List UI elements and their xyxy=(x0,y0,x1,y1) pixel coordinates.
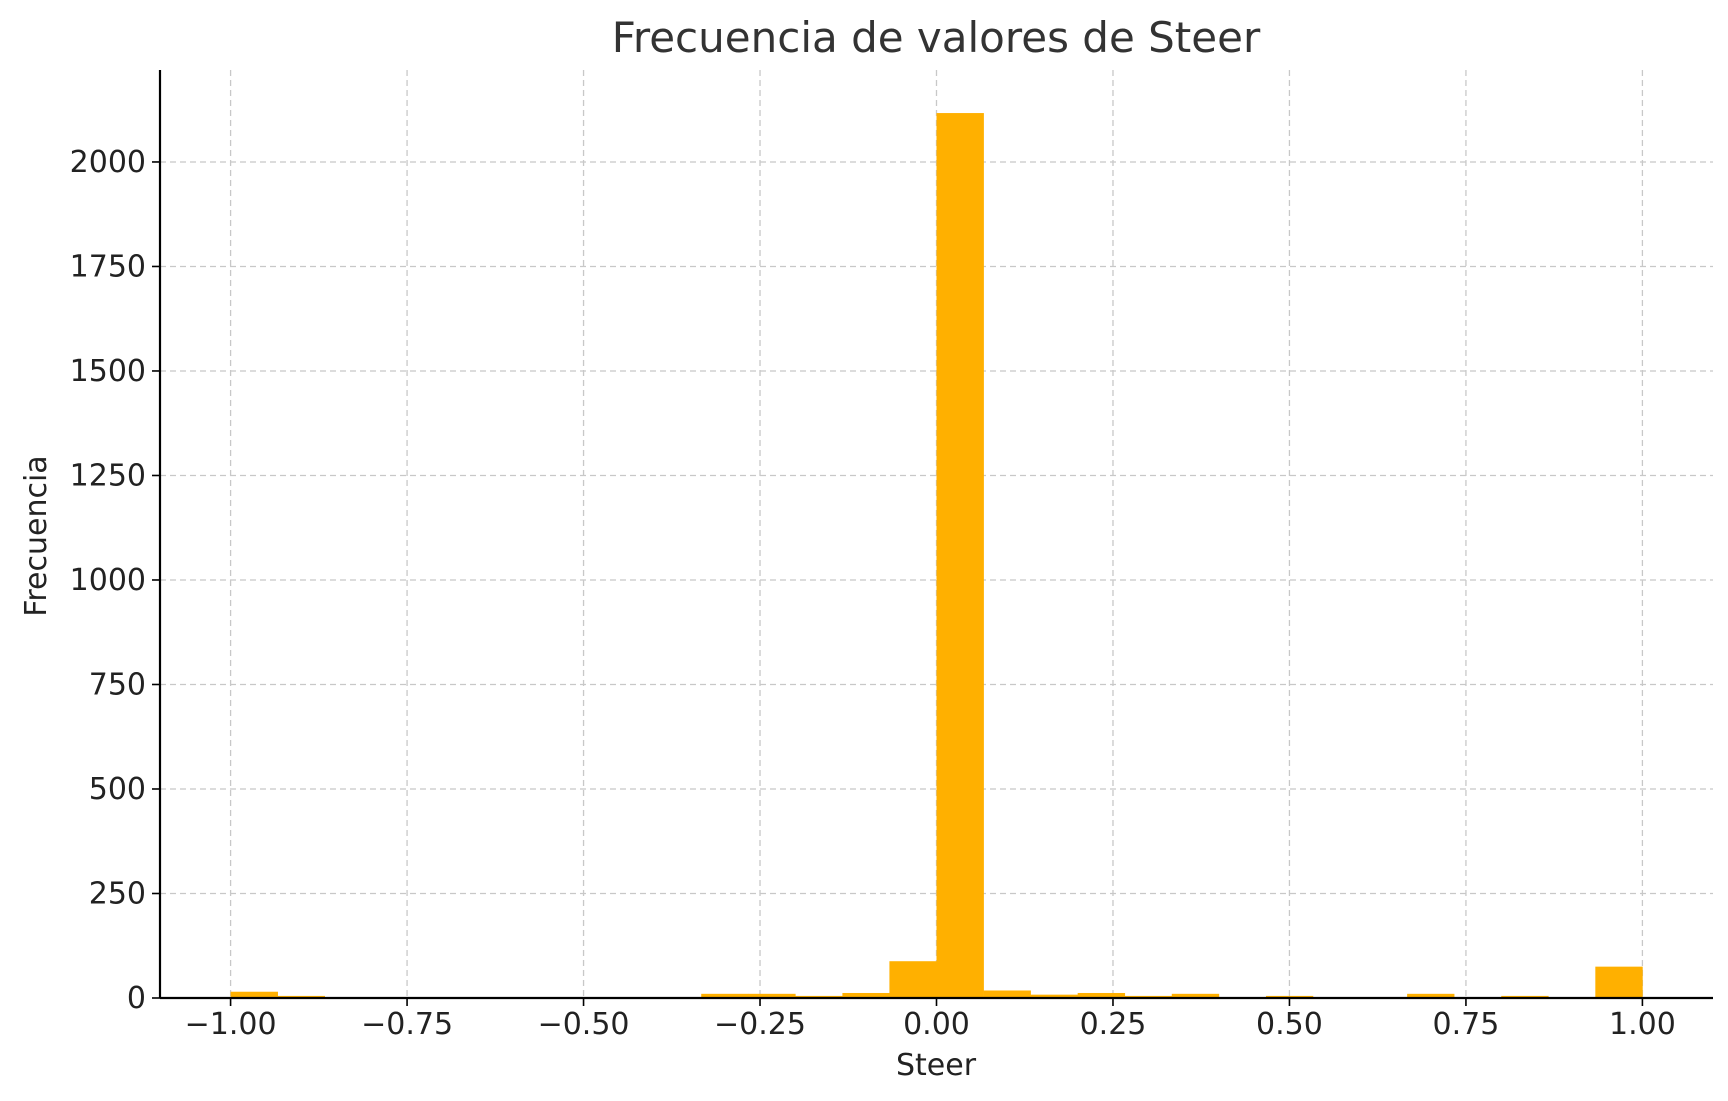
x-tick-label-0: −1.00 xyxy=(185,1007,277,1042)
x-tick-label-1: −0.75 xyxy=(361,1007,453,1042)
y-tick-label-3: 750 xyxy=(89,667,146,702)
y-ticks: 0 250 500 750 1000 1250 1500 1750 2000 xyxy=(70,145,160,1016)
y-tick-label-8: 2000 xyxy=(70,145,146,180)
y-axis-label: Frecuencia xyxy=(19,455,54,616)
histogram-bar-10 xyxy=(701,993,749,998)
x-axis-label: Steer xyxy=(896,1048,977,1083)
x-tick-label-6: 0.50 xyxy=(1256,1007,1323,1042)
y-tick-label-5: 1250 xyxy=(70,458,146,493)
histogram-bar-0 xyxy=(230,991,278,998)
histogram-bar-13 xyxy=(842,992,890,998)
y-tick-label-7: 1750 xyxy=(70,249,146,284)
histogram-bar-29 xyxy=(1595,966,1643,998)
y-tick-label-1: 250 xyxy=(89,876,146,911)
histogram-bar-11 xyxy=(748,993,796,998)
y-tick-label-0: 0 xyxy=(127,981,146,1016)
x-tick-label-2: −0.50 xyxy=(538,1007,630,1042)
x-tick-label-5: 0.25 xyxy=(1080,1007,1147,1042)
x-tick-label-4: 0.00 xyxy=(903,1007,970,1042)
y-tick-label-4: 1000 xyxy=(70,563,146,598)
x-tick-label-8: 1.00 xyxy=(1609,1007,1676,1042)
histogram-bar-25 xyxy=(1407,993,1455,998)
bars xyxy=(230,113,1643,999)
histogram-bar-14 xyxy=(889,961,937,998)
chart-title: Frecuencia de valores de Steer xyxy=(612,13,1261,62)
histogram-bar-17 xyxy=(1030,994,1078,998)
histogram-bar-15 xyxy=(936,113,984,999)
y-tick-label-2: 500 xyxy=(89,772,146,807)
x-tick-label-3: −0.25 xyxy=(714,1007,806,1042)
x-tick-label-7: 0.75 xyxy=(1433,1007,1500,1042)
histogram-bar-20 xyxy=(1171,993,1220,998)
histogram-bar-18 xyxy=(1077,992,1126,998)
x-ticks: −1.00 −0.75 −0.50 −0.25 0.00 0.25 0.50 0.75 1.00 xyxy=(185,998,1676,1042)
y-tick-label-6: 1500 xyxy=(70,354,146,389)
histogram-bar-16 xyxy=(983,990,1031,998)
